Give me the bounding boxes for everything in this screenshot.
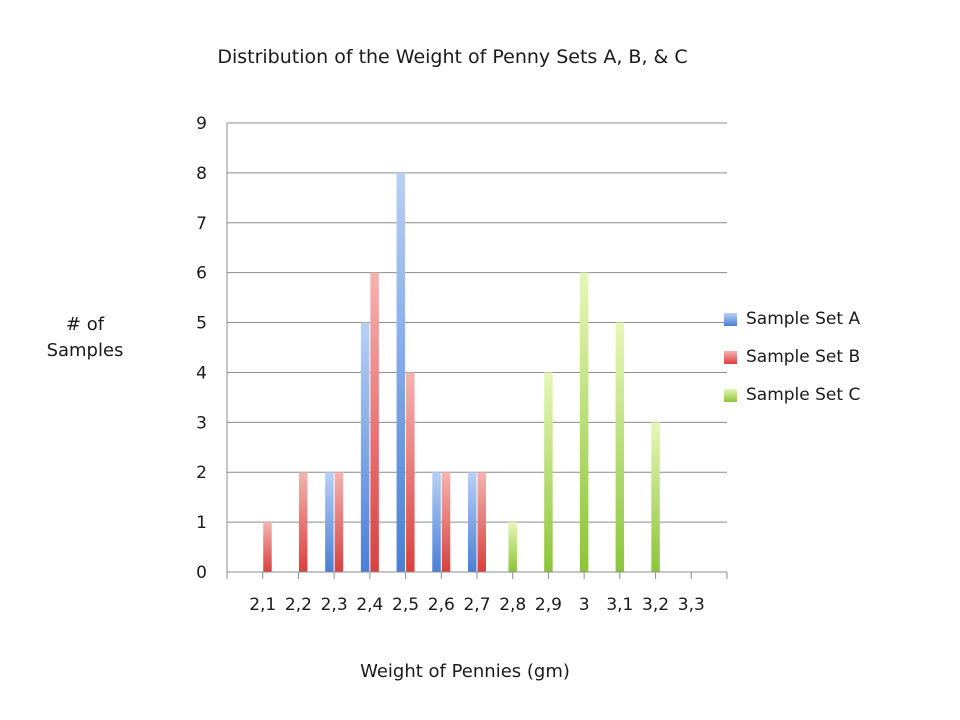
legend-label-c: Sample Set C	[746, 385, 861, 405]
bar-series-b	[406, 372, 415, 572]
bar-series-a	[325, 472, 334, 572]
bar-series-b	[334, 472, 344, 572]
x-tick-label: 2,6	[428, 595, 455, 615]
bar-series-a	[468, 472, 477, 572]
x-tick-label: 3,3	[678, 595, 705, 615]
y-tick-label: 6	[196, 264, 207, 284]
legend-item-c: Sample Set C	[724, 376, 860, 414]
bar-series-c	[544, 372, 553, 572]
x-tick-label: 2,7	[463, 595, 490, 615]
bar-series-c	[508, 522, 517, 572]
x-tick-label: 2,8	[499, 595, 526, 615]
x-tick-label: 2,9	[535, 595, 562, 615]
axes: 0 1 2 3 4 5 6 7 8 9 2,1 2,2 2,3 2,4 2,5 2,6 2,7 2,8 2,9 3 3,…	[196, 114, 728, 615]
x-tick-label: 3,1	[606, 595, 633, 615]
legend-label-a: Sample Set A	[746, 309, 861, 329]
bar-series-c	[615, 322, 625, 572]
x-tick-label: 3,2	[642, 595, 669, 615]
y-tick-label: 9	[196, 114, 207, 134]
bar-series-b	[263, 522, 272, 572]
y-tick-label: 4	[196, 363, 207, 383]
legend-item-b: Sample Set B	[724, 338, 860, 376]
y-tick-label: 2	[196, 463, 207, 483]
legend-swatch-b	[724, 350, 737, 364]
y-tick-label: 5	[196, 314, 207, 334]
legend-label-b: Sample Set B	[746, 347, 861, 367]
bar-series-b	[298, 472, 308, 572]
bar-series-c	[579, 272, 589, 572]
x-tick-label: 2,3	[321, 595, 348, 615]
x-tick-label: 2,2	[285, 595, 312, 615]
x-tick-label: 2,5	[392, 595, 419, 615]
x-tick-label: 3	[579, 595, 590, 615]
y-axis-label: # of Samples	[46, 314, 124, 361]
y-tick-label: 3	[196, 413, 207, 433]
bar-series-b	[477, 472, 486, 572]
bar-series-a	[396, 172, 406, 572]
x-tick-label: 2,4	[356, 595, 383, 615]
y-tick-label: 1	[196, 513, 207, 533]
legend: Sample Set A Sample Set B Sample Set C	[724, 300, 860, 414]
y-tick-label: 0	[196, 563, 207, 583]
bars	[263, 172, 660, 572]
bar-series-a	[432, 472, 441, 572]
bar-series-a	[360, 322, 370, 572]
legend-item-a: Sample Set A	[724, 300, 860, 338]
bar-series-c	[651, 422, 660, 572]
x-tick-label: 2,1	[249, 595, 276, 615]
bar-series-b	[441, 472, 451, 572]
legend-swatch-a	[724, 312, 737, 326]
bar-series-b	[370, 272, 379, 572]
legend-swatch-c	[724, 388, 737, 402]
y-tick-label: 7	[196, 214, 207, 234]
chart-title: Distribution of the Weight of Penny Sets…	[217, 46, 688, 68]
x-axis-label: Weight of Pennies (gm)	[360, 661, 570, 682]
y-tick-label: 8	[196, 164, 207, 184]
gridlines	[227, 122, 727, 573]
